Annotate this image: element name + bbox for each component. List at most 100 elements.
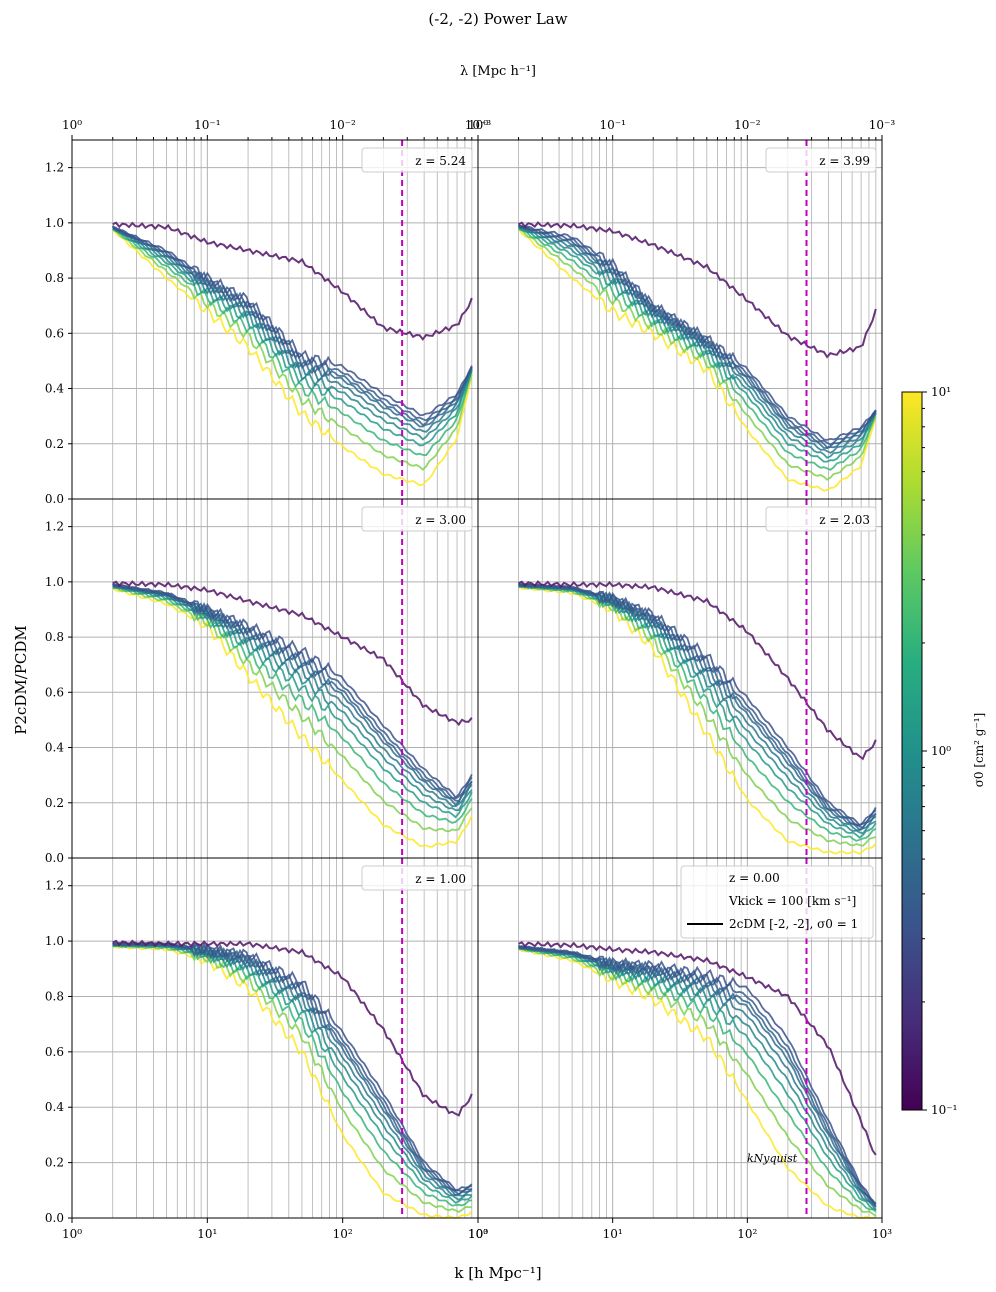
series-line [517,944,877,1205]
series-line [518,227,877,481]
series-line [518,945,877,1206]
y-tick-label: 1.0 [45,216,64,230]
panel-grid: z = 5.24 0.0 0.2 0.4 0.6 0.8 1.0 1.2 10⁰ 10⁻¹ 10⁻²… [45,118,895,1241]
panel-redshift-label: z = 1.00 [415,872,466,886]
panel-legend-box [765,147,877,173]
x-tick-label: 10² [333,1227,353,1241]
legend-line-model: 2cDM [-2, -2], σ0 = 1 [729,917,858,931]
top-tick-label: 10⁻³ [869,118,896,132]
y-tick-label: 1.2 [45,520,64,534]
colorbar-tick-label: 10¹ [931,385,951,399]
legend: z = 0.00 Vkick = 100 [km s⁻¹] 2cDM [-2, … [680,865,874,939]
colorbar-tick-label: 10⁻¹ [931,1103,957,1117]
y-tick-label: 0.2 [45,437,64,451]
x-tick-label: 10³ [468,1227,488,1241]
x-axis-label: k [h Mpc⁻¹] [454,1264,541,1282]
series-line [518,583,877,832]
series-line [112,943,472,1207]
colorbar-gradient [901,391,923,1111]
series-line [518,224,877,449]
series-line-lowest-sigma [112,939,473,1117]
top-tick-label: 10⁻¹ [599,118,625,132]
y-tick-label: 0.2 [45,1156,64,1170]
y-tick-label: 0.2 [45,796,64,810]
legend-box [680,865,874,939]
x-tick-label: 10² [737,1227,757,1241]
y-tick-label: 0.6 [45,685,64,699]
panel-redshift-label: z = 5.24 [415,154,466,168]
series-line [518,582,877,827]
x-tick-label: 10⁰ [62,1227,82,1241]
panel: z = 3.00 0.0 0.2 0.4 0.6 0.8 1.0 1.2 [45,498,479,865]
series-line-lowest-sigma [112,221,473,341]
panel: z = 5.24 0.0 0.2 0.4 0.6 0.8 1.0 1.2 10⁰ 10⁻¹ 10⁻²… [45,118,491,506]
panel-legend-box [361,506,473,532]
y-tick-label: 1.0 [45,934,64,948]
y-tick-label: 1.0 [45,575,64,589]
panel-legend-box [765,506,877,532]
y-tick-label: 0.4 [45,1100,64,1114]
series-line-lowest-sigma [518,221,877,359]
x-tick-label: 10⁰ [468,1227,488,1241]
panel: z = 2.03 [477,498,883,859]
series-line [518,945,877,1208]
y-tick-label: 0.0 [45,851,64,865]
y-tick-label: 1.2 [45,161,64,175]
series-line [112,942,472,1197]
series-line [112,227,473,433]
y-tick-label: 0.6 [45,326,64,340]
k-nyquist-label: kNyquist [747,1152,798,1165]
panel-redshift-label: z = 3.99 [819,154,870,168]
panel-redshift-label: z = 2.03 [819,513,870,527]
panel: z = 1.00 0.0 0.2 0.4 0.6 0.8 1.0 1.2 10⁰ 10¹ 10² 10… [45,857,488,1241]
y-axis-label: P2cDM/PCDM [12,625,30,734]
y-tick-label: 0.8 [45,989,64,1003]
y-tick-label: 0.4 [45,741,64,755]
series-line [112,586,473,824]
series-line [112,941,473,1192]
series-line [112,228,473,471]
panel: z = 3.99 10⁰ 10⁻¹ 10⁻² 10⁻³ [468,118,896,500]
series-line [112,586,473,833]
series-line [518,228,877,471]
x-tick-label: 10³ [872,1227,892,1241]
top-tick-label: 10⁰ [468,118,488,132]
panel-frame [477,857,883,1219]
y-tick-label: 0.6 [45,1045,64,1059]
series-line [112,226,473,447]
y-tick-label: 1.2 [45,879,64,893]
series-line-lowest-sigma [112,580,473,727]
y-tick-label: 0.0 [45,492,64,506]
panel-legend-box [361,865,473,891]
series-line [518,226,877,454]
colorbar-tick-label: 10⁰ [931,744,951,758]
series-line [518,947,877,1217]
series-line [112,582,473,799]
top-tick-label: 10⁻² [734,118,761,132]
series-line-lowest-sigma [518,940,877,1156]
series-line [111,228,473,487]
top-tick-label: 10⁰ [62,118,82,132]
plot-area [72,858,478,1218]
chart-title: (-2, -2) Power Law [428,10,567,28]
series-line [518,584,877,842]
series-line [112,227,473,422]
series-line [517,223,877,441]
series-line [518,225,877,446]
x-tick-label: 10¹ [603,1227,623,1241]
panel-legend-box [361,147,473,173]
series-line-lowest-sigma [518,580,877,761]
series-line [518,582,877,827]
series-line [112,583,473,800]
series-line [112,228,473,457]
x-tick-label: 10¹ [197,1227,217,1241]
series-line [112,226,473,441]
series-line [518,226,877,459]
top-tick-label: 10⁻³ [465,118,492,132]
y-tick-label: 0.8 [45,630,64,644]
series-line [517,947,877,1219]
colorbar: σ0 [cm² g⁻¹] 10¹ 10⁰ 10⁻¹ [901,385,986,1117]
legend-line-vkick: Vkick = 100 [km s⁻¹] [728,894,856,908]
colorbar-label: σ0 [cm² g⁻¹] [972,713,986,788]
